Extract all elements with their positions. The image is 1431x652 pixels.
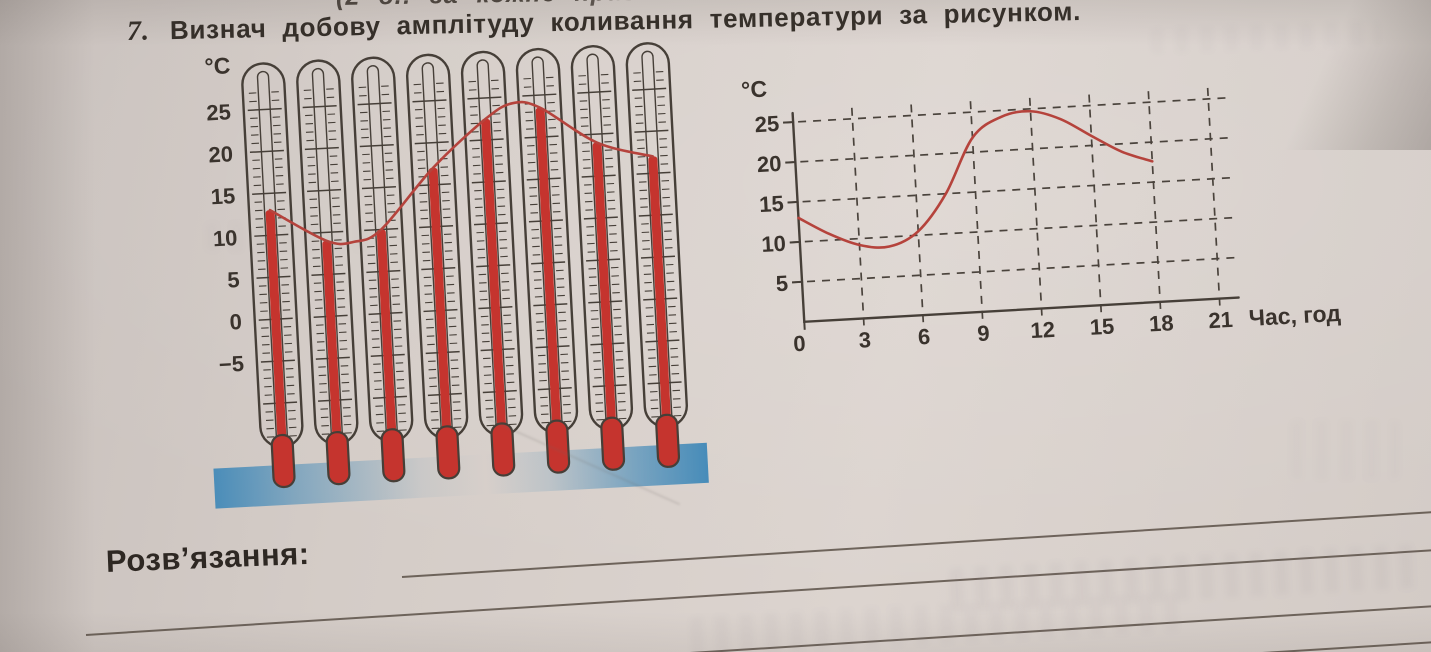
x-axis-tick-label: 6: [917, 324, 931, 350]
horizontal-gridline: [785, 136, 1233, 164]
x-axis-tick-label: 9: [977, 320, 991, 346]
scale-major-tick: [249, 149, 284, 154]
scale-major-tick: [467, 96, 502, 100]
thermometer: [625, 42, 688, 468]
y-axis-tick-label: 5: [775, 271, 789, 297]
answer-line: [85, 602, 1431, 652]
y-axis-tick-label: 25: [206, 99, 232, 125]
thermometer-bulb: [325, 431, 351, 486]
print-showthrough: [689, 590, 1191, 652]
temperature-curve: [797, 109, 1154, 249]
x-axis-tick-label: 0: [793, 331, 807, 357]
x-axis-tick-label: 3: [858, 327, 872, 353]
y-axis-tick: [787, 200, 799, 204]
y-axis-tick: [783, 121, 795, 124]
y-axis-unit: °C: [741, 76, 768, 103]
horizontal-gridline: [787, 176, 1235, 204]
scale-major-tick: [307, 188, 342, 193]
mercury-column: [376, 229, 398, 452]
mercury-column: [592, 142, 617, 440]
scale-major-tick: [632, 87, 667, 91]
x-axis-tick-label: 15: [1089, 314, 1115, 340]
mercury-column: [265, 210, 288, 458]
print-showthrough: [1290, 420, 1400, 480]
scale-major-tick: [359, 144, 394, 148]
y-axis-tick-label: 10: [212, 225, 238, 251]
vertical-gridline: [910, 104, 925, 327]
answer-line: [85, 638, 1431, 652]
thermometer-bulb: [270, 433, 296, 489]
thermometer-figure: °C 25 20 15 10 5 0 −5: [100, 23, 725, 544]
y-axis-tick-label: −5: [218, 351, 244, 377]
temperature-graph-canvas: 25 20 15 10 5 0 3 6 9 12 15 18 21 Час, год °C: [741, 76, 1342, 357]
y-axis-tick-label: 0: [229, 309, 243, 335]
y-axis-tick-label: 15: [210, 183, 236, 209]
thermometer: [460, 50, 524, 477]
vertical-gridline: [1028, 97, 1043, 320]
scale-major-tick: [302, 104, 337, 109]
x-axis-label: Час, год: [1248, 300, 1342, 331]
vertical-gridline: [1206, 87, 1221, 310]
thermometer-bulb: [380, 428, 406, 483]
thermometer: [351, 56, 414, 483]
solution-label: Розв’язання:: [105, 535, 311, 579]
thermometer-bulb: [600, 416, 626, 471]
y-axis-tick-label: 15: [758, 191, 784, 217]
scale-major-tick: [577, 90, 612, 94]
thermometer: [241, 62, 304, 489]
scale-major-tick: [361, 185, 396, 190]
scale-major-tick: [522, 93, 557, 97]
scale-major-tick: [309, 230, 344, 235]
horizontal-gridline: [789, 216, 1238, 244]
y-axis-tick: [789, 240, 801, 244]
thermometer-bulb: [435, 425, 461, 480]
y-axis-tick-label: 25: [754, 111, 780, 137]
thermometer-bulb: [490, 422, 516, 477]
vertical-gridline: [850, 107, 866, 330]
thermometer-bulb: [545, 419, 571, 474]
y-axis-unit: °C: [204, 52, 231, 79]
y-axis-tick: [792, 280, 804, 284]
scale-major-tick: [357, 102, 392, 106]
horizontal-gridline: [792, 256, 1240, 284]
thermometer: [515, 47, 579, 474]
thermometer: [296, 59, 359, 486]
scale-major-tick: [414, 141, 449, 145]
thermometer-figure-canvas: °C 25 20 15 10 5 0 −5: [204, 42, 709, 509]
thermometer: [405, 53, 469, 480]
y-axis-tick-label: 5: [227, 267, 241, 293]
thermometer-bulb: [655, 413, 681, 468]
vertical-gridline: [1147, 91, 1162, 313]
scale-major-tick: [252, 191, 287, 195]
x-axis-tick-label: 12: [1030, 317, 1056, 343]
problem-number: 7.: [126, 15, 151, 47]
mercury-column: [535, 107, 562, 443]
y-axis-tick: [785, 160, 797, 164]
scale-major-tick: [579, 132, 614, 136]
scale-major-tick: [634, 129, 669, 133]
scale-major-tick: [304, 146, 339, 151]
y-axis-tick-label: 20: [756, 151, 782, 177]
mercury-column: [648, 156, 672, 437]
scale-major-tick: [247, 107, 282, 112]
x-axis-tick-label: 18: [1148, 310, 1174, 336]
x-axis-tick-label: 21: [1208, 307, 1234, 333]
horizontal-gridline: [783, 96, 1231, 124]
axes: [791, 111, 1240, 324]
mercury-column: [428, 167, 453, 449]
mercury-column: [481, 118, 507, 446]
y-axis-tick-label: 10: [761, 231, 787, 257]
thermometer: [570, 45, 634, 471]
scale-major-tick: [412, 99, 447, 103]
y-axis-tick-label: 20: [208, 141, 234, 167]
temperature-curve: [268, 100, 655, 246]
photo-shadow-left: [0, 0, 95, 652]
thermometer-stand: [213, 442, 709, 509]
mercury-column: [322, 240, 343, 455]
vertical-gridline: [1088, 94, 1103, 317]
temperature-graph-figure: 25 20 15 10 5 0 3 6 9 12 15 18 21 Час, год °C: [728, 34, 1404, 370]
